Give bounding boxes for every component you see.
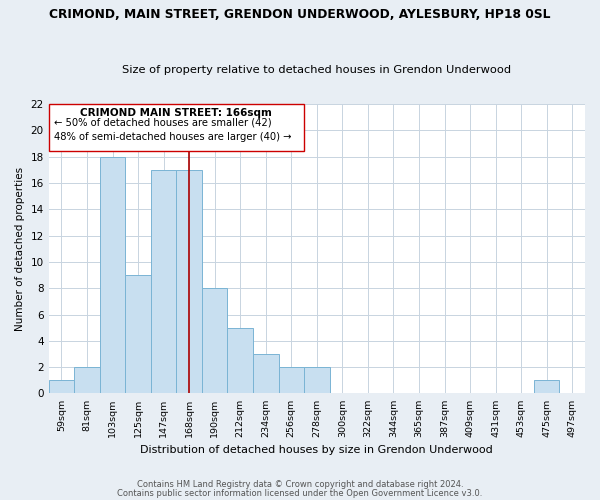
Bar: [49, 380, 74, 394]
FancyBboxPatch shape: [49, 104, 304, 152]
X-axis label: Distribution of detached houses by size in Grendon Underwood: Distribution of detached houses by size …: [140, 445, 493, 455]
Bar: [100, 156, 125, 394]
Text: Contains HM Land Registry data © Crown copyright and database right 2024.: Contains HM Land Registry data © Crown c…: [137, 480, 463, 489]
Bar: [125, 275, 151, 394]
Bar: [176, 170, 202, 394]
Bar: [151, 170, 176, 394]
Y-axis label: Number of detached properties: Number of detached properties: [15, 166, 25, 331]
Text: Contains public sector information licensed under the Open Government Licence v3: Contains public sector information licen…: [118, 489, 482, 498]
Bar: [227, 328, 253, 394]
Title: Size of property relative to detached houses in Grendon Underwood: Size of property relative to detached ho…: [122, 66, 511, 76]
Bar: [74, 367, 100, 394]
Bar: [202, 288, 227, 394]
Bar: [278, 367, 304, 394]
Bar: [304, 367, 329, 394]
Text: ← 50% of detached houses are smaller (42): ← 50% of detached houses are smaller (42…: [54, 118, 271, 128]
Bar: [534, 380, 559, 394]
Text: CRIMOND, MAIN STREET, GRENDON UNDERWOOD, AYLESBURY, HP18 0SL: CRIMOND, MAIN STREET, GRENDON UNDERWOOD,…: [49, 8, 551, 20]
Text: CRIMOND MAIN STREET: 166sqm: CRIMOND MAIN STREET: 166sqm: [80, 108, 272, 118]
Bar: [253, 354, 278, 394]
Text: 48% of semi-detached houses are larger (40) →: 48% of semi-detached houses are larger (…: [54, 132, 291, 142]
